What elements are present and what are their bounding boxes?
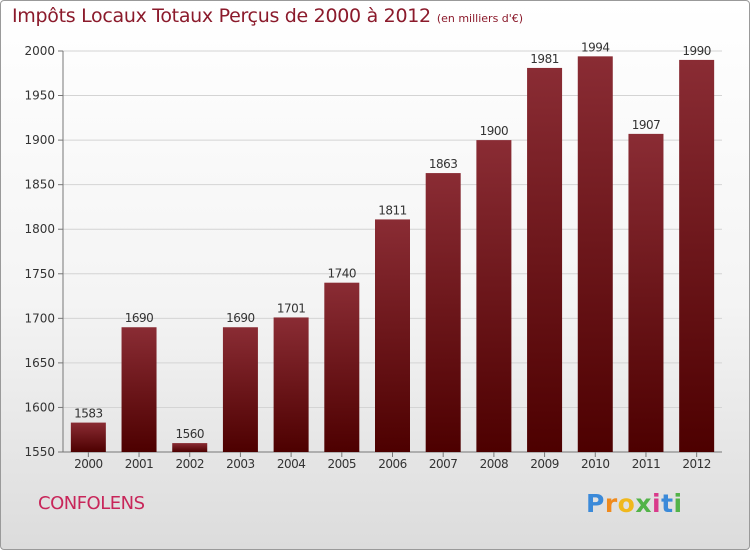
data-label-2001: 1690	[125, 311, 154, 325]
bar-2011	[628, 133, 664, 452]
chart-title: Impôts Locaux Totaux Perçus de 2000 à 20…	[12, 5, 523, 27]
y-tick-label: 1800	[24, 222, 55, 236]
data-label-2006: 1811	[378, 203, 407, 217]
bar-2005	[324, 282, 360, 452]
data-label-2012: 1990	[682, 44, 711, 58]
bar-2012	[679, 59, 715, 453]
y-tick-label: 1650	[24, 356, 55, 370]
x-tick-label: 2003	[226, 457, 255, 471]
bar-2001	[121, 327, 157, 452]
y-tick-label: 1850	[24, 178, 55, 192]
x-tick-label: 2008	[480, 457, 509, 471]
bar-2002	[172, 443, 208, 452]
title-text: Impôts Locaux Totaux Perçus de 2000 à 20…	[12, 5, 431, 27]
x-axis: 2000 2001 2002 2003 2004 2005 2006 2007 2008 2009…	[74, 452, 711, 471]
x-tick-label: 2006	[378, 457, 407, 471]
y-tick-label: 1950	[24, 89, 55, 103]
bar-2008	[476, 140, 512, 452]
data-label-2003: 1690	[226, 311, 255, 325]
y-tick-label: 1750	[24, 267, 55, 281]
bar-2007	[425, 173, 461, 453]
data-labels: 1583 1690 1560 1690 1701 1740 1811 1863 1900 1981…	[74, 40, 711, 441]
city-name: CONFOLENS	[38, 493, 145, 514]
x-tick-label: 2004	[277, 457, 306, 471]
data-label-2010: 1994	[581, 40, 610, 54]
x-tick-label: 2011	[632, 457, 661, 471]
y-tick-label: 1600	[24, 400, 55, 414]
x-tick-label: 2009	[530, 457, 559, 471]
y-tick-label: 1900	[24, 133, 55, 147]
x-tick-label: 2001	[125, 457, 154, 471]
bar-2009	[527, 67, 563, 452]
x-tick-label: 2000	[74, 457, 103, 471]
y-tick-label: 2000	[24, 44, 55, 58]
bar-2000	[70, 422, 106, 452]
x-tick-label: 2002	[175, 457, 204, 471]
x-tick-label: 2012	[682, 457, 711, 471]
bar-2010	[577, 56, 613, 452]
data-label-2005: 1740	[328, 267, 357, 281]
y-tick-label: 1550	[24, 445, 55, 459]
bars	[70, 56, 715, 453]
proxiti-logo: Proxiti	[586, 489, 683, 518]
data-label-2011: 1907	[632, 118, 661, 132]
data-label-2000: 1583	[74, 407, 103, 421]
data-label-2009: 1981	[530, 52, 559, 66]
x-tick-label: 2007	[429, 457, 458, 471]
bar-2003	[222, 327, 258, 452]
title-unit: (en milliers d'€)	[436, 12, 524, 25]
bar-2006	[375, 219, 410, 452]
data-label-2004: 1701	[277, 301, 306, 315]
data-label-2007: 1863	[429, 157, 458, 171]
x-tick-label: 2010	[581, 457, 610, 471]
x-tick-label: 2005	[328, 457, 357, 471]
bar-2004	[273, 317, 309, 452]
y-tick-label: 1700	[24, 311, 55, 325]
data-label-2002: 1560	[175, 427, 204, 441]
data-label-2008: 1900	[480, 124, 509, 138]
